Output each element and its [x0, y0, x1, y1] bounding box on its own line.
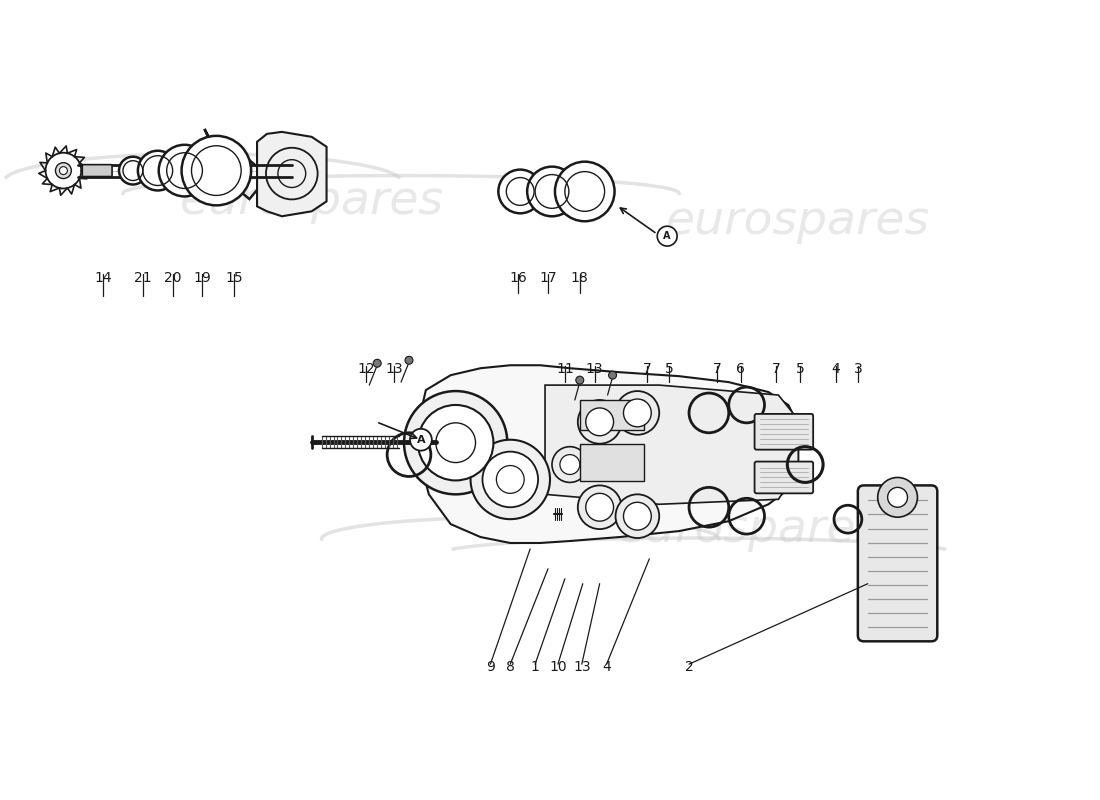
FancyBboxPatch shape	[82, 165, 112, 177]
Text: 4: 4	[832, 362, 840, 376]
Circle shape	[585, 494, 614, 521]
Text: 21: 21	[134, 271, 152, 285]
Circle shape	[575, 376, 584, 384]
Text: 3: 3	[854, 362, 862, 376]
Circle shape	[624, 502, 651, 530]
Circle shape	[585, 408, 614, 436]
Text: eurospares: eurospares	[616, 506, 881, 551]
Circle shape	[556, 162, 615, 222]
Text: 16: 16	[509, 271, 527, 285]
Text: 13: 13	[385, 362, 403, 376]
Circle shape	[182, 136, 251, 206]
Text: 19: 19	[194, 271, 211, 285]
Circle shape	[471, 440, 550, 519]
Circle shape	[119, 157, 146, 185]
Text: 5: 5	[796, 362, 804, 376]
Text: 2: 2	[684, 660, 693, 674]
Polygon shape	[257, 132, 327, 216]
Circle shape	[158, 145, 210, 197]
Circle shape	[418, 405, 494, 481]
Text: 1: 1	[530, 660, 539, 674]
Text: 7: 7	[642, 362, 651, 376]
Text: 9: 9	[486, 660, 495, 674]
Bar	[580, 400, 645, 430]
Text: 7: 7	[713, 362, 722, 376]
Circle shape	[608, 371, 616, 379]
Circle shape	[888, 487, 907, 507]
Circle shape	[45, 153, 81, 189]
FancyBboxPatch shape	[858, 486, 937, 642]
Text: 6: 6	[736, 362, 745, 376]
Circle shape	[498, 170, 542, 214]
Circle shape	[616, 391, 659, 434]
Circle shape	[55, 162, 72, 178]
Text: 13: 13	[573, 660, 591, 674]
Circle shape	[658, 226, 678, 246]
Circle shape	[373, 359, 382, 367]
Text: 18: 18	[571, 271, 588, 285]
FancyBboxPatch shape	[755, 414, 813, 450]
FancyBboxPatch shape	[755, 462, 813, 494]
Text: 17: 17	[539, 271, 557, 285]
Circle shape	[578, 486, 621, 529]
Text: 5: 5	[664, 362, 673, 376]
Circle shape	[138, 150, 177, 190]
Circle shape	[578, 400, 621, 444]
Circle shape	[624, 399, 651, 427]
Circle shape	[560, 454, 580, 474]
Text: 13: 13	[586, 362, 604, 376]
Circle shape	[616, 494, 659, 538]
Text: 20: 20	[164, 271, 182, 285]
Circle shape	[405, 356, 412, 364]
Circle shape	[878, 478, 917, 517]
Text: 14: 14	[95, 271, 112, 285]
Text: 4: 4	[602, 660, 610, 674]
Circle shape	[59, 166, 67, 174]
Circle shape	[410, 429, 432, 450]
Text: 12: 12	[358, 362, 375, 376]
Polygon shape	[544, 385, 799, 504]
Polygon shape	[419, 366, 799, 543]
Text: 10: 10	[549, 660, 566, 674]
Bar	[580, 444, 645, 482]
Text: A: A	[417, 434, 426, 445]
Text: A: A	[663, 231, 671, 241]
Circle shape	[552, 446, 587, 482]
Text: eurospares: eurospares	[179, 179, 443, 224]
Circle shape	[483, 452, 538, 507]
Text: eurospares: eurospares	[667, 198, 931, 244]
Text: 15: 15	[226, 271, 243, 285]
Text: 8: 8	[506, 660, 515, 674]
Text: 7: 7	[772, 362, 781, 376]
Circle shape	[527, 166, 576, 216]
Text: 11: 11	[556, 362, 574, 376]
Circle shape	[404, 391, 507, 494]
